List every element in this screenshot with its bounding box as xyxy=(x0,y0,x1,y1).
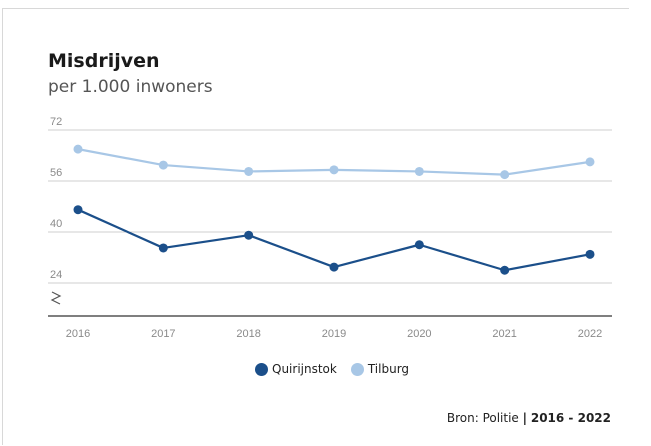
legend-label-tilburg: Tilburg xyxy=(367,362,410,376)
y-tick-label-72: 72 xyxy=(50,116,62,128)
source-label: Bron: Politie xyxy=(446,411,519,425)
source-note: Bron: Politie | 2016 - 2022 xyxy=(447,411,611,425)
data-point-tilburg-2019 xyxy=(329,165,339,175)
x-tick-label-2020: 2020 xyxy=(407,328,431,340)
data-point-quirijnstok-2018 xyxy=(244,230,254,240)
legend-item-tilburg: Tilburg xyxy=(350,362,410,376)
data-point-quirijnstok-2016 xyxy=(73,205,83,215)
x-tick-label-2022: 2022 xyxy=(578,328,602,340)
x-tick-label-2021: 2021 xyxy=(492,328,516,340)
data-point-tilburg-2016 xyxy=(73,144,83,154)
data-point-quirijnstok-2022 xyxy=(585,249,595,259)
data-point-tilburg-2018 xyxy=(244,166,254,176)
data-point-quirijnstok-2017 xyxy=(158,243,168,253)
legend-item-quirijnstok: Quirijnstok xyxy=(255,362,337,376)
legend-swatch-tilburg xyxy=(350,362,364,376)
data-point-tilburg-2022 xyxy=(585,157,595,167)
data-point-tilburg-2020 xyxy=(414,166,424,176)
data-point-quirijnstok-2021 xyxy=(500,265,510,275)
data-point-tilburg-2017 xyxy=(158,160,168,170)
source-separator: | xyxy=(522,411,528,425)
y-tick-label-40: 40 xyxy=(50,218,62,230)
data-point-tilburg-2021 xyxy=(500,170,510,180)
chart-card xyxy=(2,8,629,445)
data-point-quirijnstok-2020 xyxy=(414,240,424,250)
y-tick-label-56: 56 xyxy=(50,167,62,179)
chart-title: Misdrijven xyxy=(48,50,160,72)
chart-subtitle: per 1.000 inwoners xyxy=(48,77,213,97)
data-point-quirijnstok-2019 xyxy=(329,262,339,272)
series-line-quirijnstok xyxy=(77,208,591,272)
x-tick-label-2017: 2017 xyxy=(151,328,175,340)
legend-swatch-quirijnstok xyxy=(255,362,268,376)
x-tick-label-2018: 2018 xyxy=(236,328,260,340)
legend-label-quirijnstok: Quirijnstok xyxy=(272,362,337,376)
source-range: 2016 - 2022 xyxy=(530,411,611,425)
y-tick-label-24: 24 xyxy=(50,269,62,281)
x-tick-label-2016: 2016 xyxy=(66,328,90,340)
axis-break-icon xyxy=(50,291,62,305)
chart-legend: Quirijnstok Tilburg xyxy=(255,362,409,376)
x-tick-label-2019: 2019 xyxy=(322,328,346,340)
